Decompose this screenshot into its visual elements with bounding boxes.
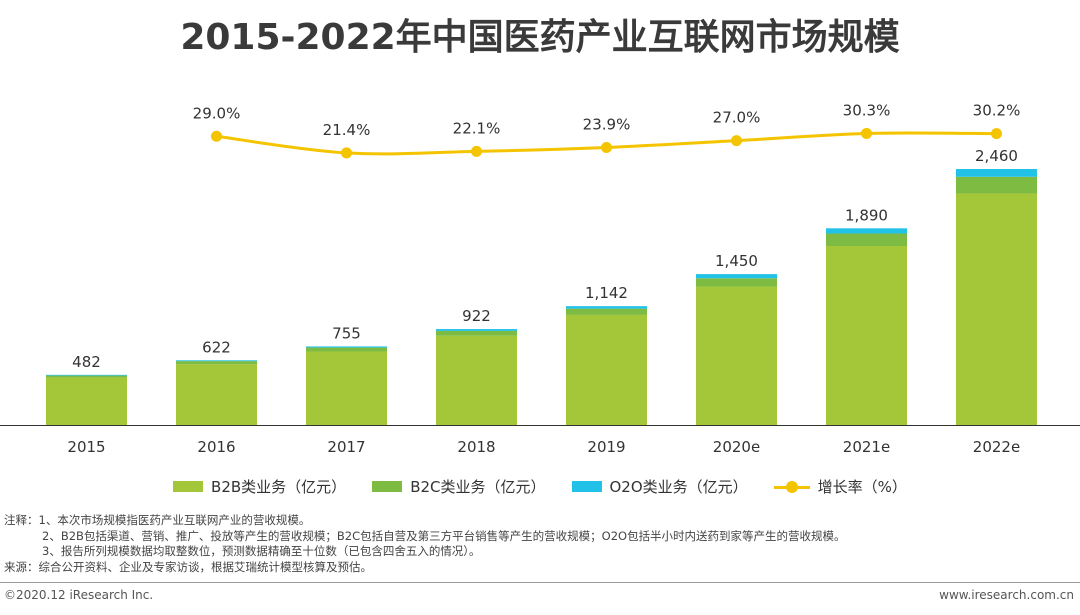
copyright: ©2020.12 iResearch Inc. [4, 588, 154, 602]
growth-rate-point [601, 141, 612, 153]
x-tick-label: 2020e [713, 438, 760, 456]
bar-o2o [306, 346, 387, 348]
bar-b2b [436, 335, 517, 425]
x-tick-label: 2017 [327, 438, 365, 456]
legend-item-b2b: B2B类业务（亿元） [173, 476, 346, 497]
legend-label-growth: 增长率（%） [817, 478, 907, 496]
bar-b2b [566, 314, 647, 425]
x-tick-label: 2022e [973, 438, 1020, 456]
legend-label-o2o: O2O类业务（亿元） [609, 478, 748, 496]
growth-rate-label: 22.1% [453, 119, 501, 137]
bar-total-label: 1,890 [845, 206, 888, 224]
bar-o2o [826, 228, 907, 234]
bar-total-label: 2,460 [975, 147, 1018, 165]
bar-total-label: 622 [202, 338, 231, 356]
x-tick-label: 2018 [457, 438, 495, 456]
bar-b2c [956, 176, 1037, 194]
bar-total-label: 482 [72, 353, 101, 371]
growth-rate-point [471, 145, 482, 157]
bar-b2c [306, 347, 387, 352]
website: www.iresearch.com.cn [939, 588, 1074, 602]
x-tick-label: 2016 [197, 438, 235, 456]
x-tick-label: 2015 [67, 438, 105, 456]
growth-rate-point [861, 127, 872, 139]
growth-rate-point [991, 128, 1002, 140]
chart-area: 482 2015 622 2016 755 2017 922 2018 1,142 2019 1,4… [0, 101, 1080, 456]
growth-rate-label: 29.0% [193, 104, 241, 122]
note-line-2: 2、B2B包括渠道、营销、推广、投放等产生的营收规模；B2C包括自营及第三方平台… [42, 528, 846, 543]
bar-o2o [176, 360, 257, 362]
legend-item-o2o: O2O类业务（亿元） [571, 476, 748, 497]
bar-b2c [826, 233, 907, 247]
bar-total-label: 755 [332, 324, 361, 342]
bar-b2b [826, 246, 907, 425]
bar-total-label: 922 [462, 307, 491, 325]
bar-b2c [46, 375, 127, 378]
note-line-1: 注释：1、本次市场规模指医药产业互联网产业的营收规模。 [4, 513, 311, 527]
growth-rate-point [341, 147, 352, 159]
source-line: 来源：综合公开资料、企业及专家访谈，根据艾瑞统计模型核算及预估。 [4, 559, 372, 574]
bar-b2b [956, 193, 1037, 425]
notes: 注释：1、本次市场规模指医药产业互联网产业的营收规模。 2、B2B包括渠道、营销… [4, 513, 846, 575]
bar-total-label: 1,450 [715, 252, 758, 270]
bar-b2b [306, 351, 387, 425]
legend-label-b2c: B2C类业务（亿元） [410, 478, 546, 496]
growth-rate-point [211, 130, 222, 142]
legend-line-growth [773, 480, 810, 493]
footer-divider [0, 582, 1080, 583]
growth-rate-point [731, 135, 742, 147]
legend-item-growth: 增长率（%） [773, 476, 907, 497]
note-line-3: 3、报告所列规模数据均取整数位，预测数据精确至十位数（已包含四舍五入的情况）。 [42, 544, 481, 558]
bar-o2o [956, 169, 1037, 177]
growth-rate-label: 30.2% [973, 102, 1021, 120]
legend-item-b2c: B2C类业务（亿元） [372, 476, 546, 497]
legend: B2B类业务（亿元） B2C类业务（亿元） O2O类业务（亿元） 增长率（%） [0, 476, 1080, 497]
chart-title: 2015-2022年中国医药产业互联网市场规模 [180, 17, 900, 58]
x-tick-label: 2019 [587, 438, 625, 456]
bar-b2c [436, 330, 517, 336]
growth-rate-label: 30.3% [843, 101, 891, 119]
bar-o2o [46, 374, 127, 376]
bar-b2c [176, 361, 257, 365]
legend-label-b2b: B2B类业务（亿元） [211, 478, 347, 496]
bar-o2o [696, 274, 777, 279]
legend-swatch-o2o [571, 481, 602, 492]
bar-b2c [696, 278, 777, 287]
bar-b2b [46, 377, 127, 425]
bar-o2o [436, 329, 517, 331]
bar-b2b [696, 286, 777, 425]
growth-rate-label: 21.4% [323, 121, 371, 139]
bar-b2c [566, 308, 647, 315]
bar-o2o [566, 306, 647, 309]
bar-b2b [176, 364, 257, 425]
x-tick-label: 2021e [843, 438, 890, 456]
legend-swatch-b2b [173, 481, 204, 492]
bar-total-label: 1,142 [585, 284, 628, 302]
growth-rate-label: 23.9% [583, 115, 631, 133]
growth-rate-label: 27.0% [713, 109, 761, 127]
legend-swatch-b2c [372, 481, 403, 492]
